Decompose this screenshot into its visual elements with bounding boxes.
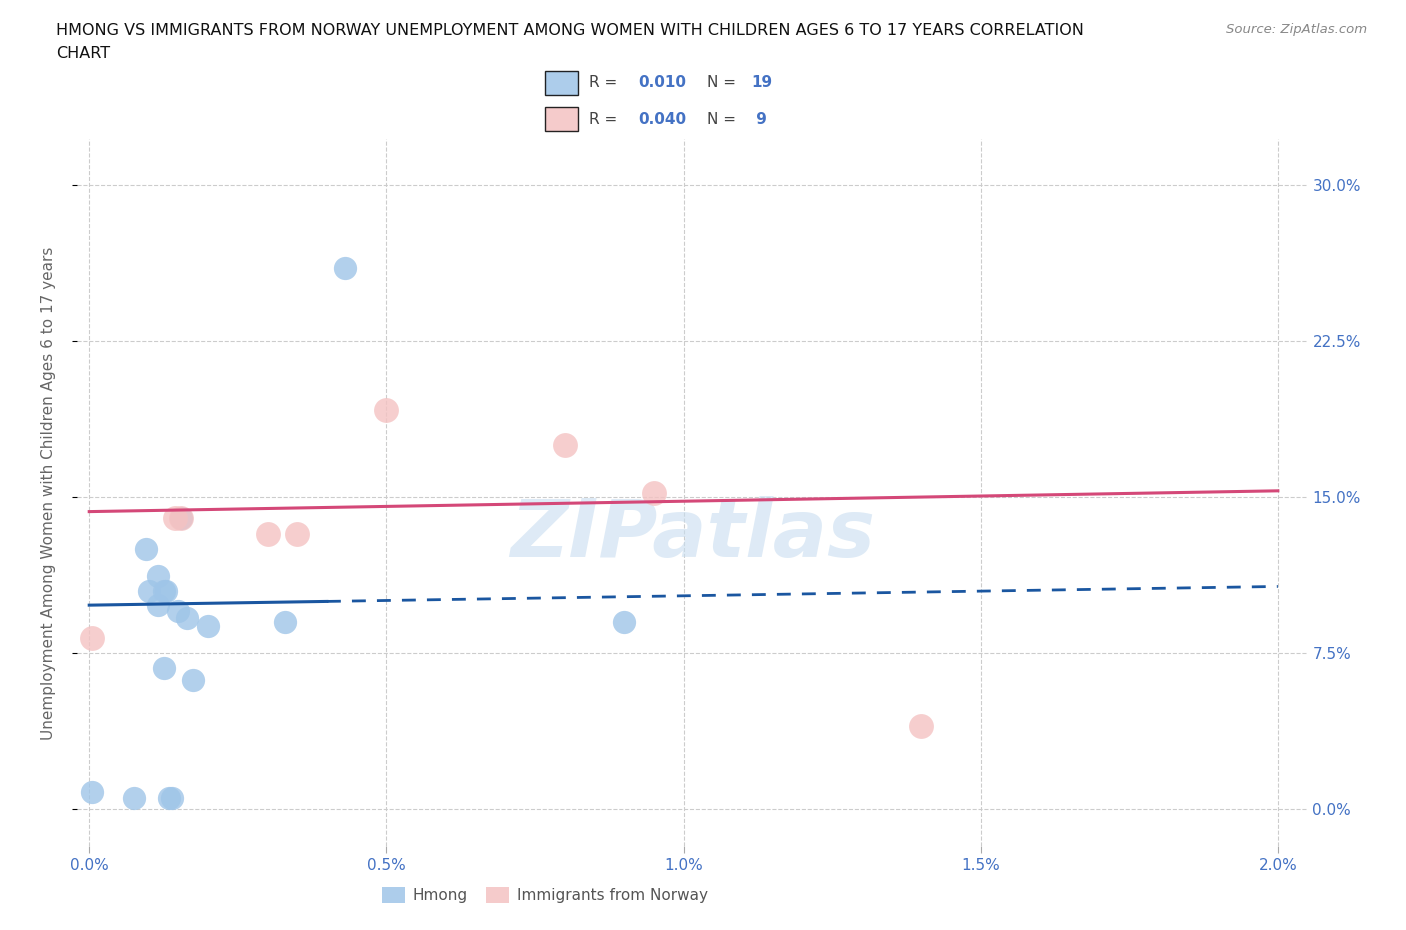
Text: Source: ZipAtlas.com: Source: ZipAtlas.com [1226,23,1367,36]
Point [155,583,177,598]
FancyBboxPatch shape [546,107,578,131]
Point [135,541,157,556]
Point [152,583,174,598]
Text: HMONG VS IMMIGRANTS FROM NORWAY UNEMPLOYMENT AMONG WOMEN WITH CHILDREN AGES 6 TO: HMONG VS IMMIGRANTS FROM NORWAY UNEMPLOY… [56,23,1084,38]
Point [167,604,190,618]
Point [285,527,308,542]
Point [274,615,297,630]
Point [82,785,104,800]
Text: 0.040: 0.040 [638,112,686,126]
FancyBboxPatch shape [546,71,578,95]
Point [197,618,219,633]
Point [82,631,104,645]
Text: N =: N = [707,75,735,90]
Point [256,527,278,542]
Y-axis label: Unemployment Among Women with Children Ages 6 to 17 years: Unemployment Among Women with Children A… [42,246,56,739]
Point [910,718,932,733]
Text: R =: R = [589,75,617,90]
Text: ZIPatlas: ZIPatlas [510,497,875,575]
Point [170,511,193,525]
Text: CHART: CHART [56,46,110,60]
Point [375,403,398,418]
Point [122,791,145,806]
Legend: Hmong, Immigrants from Norway: Hmong, Immigrants from Norway [375,881,714,910]
Point [159,791,181,806]
Point [146,568,169,583]
Text: 19: 19 [751,75,772,90]
Text: N =: N = [707,112,735,126]
Point [181,672,204,687]
Point [170,511,193,525]
Point [152,660,174,675]
Point [176,610,198,625]
Text: R =: R = [589,112,617,126]
Point [138,583,160,598]
Text: 0.010: 0.010 [638,75,686,90]
Point [554,438,576,453]
Text: 9: 9 [751,112,766,126]
Point [643,485,665,500]
Point [162,791,184,806]
Point [333,261,356,276]
Point [613,615,636,630]
Point [165,511,187,525]
Point [146,598,169,613]
